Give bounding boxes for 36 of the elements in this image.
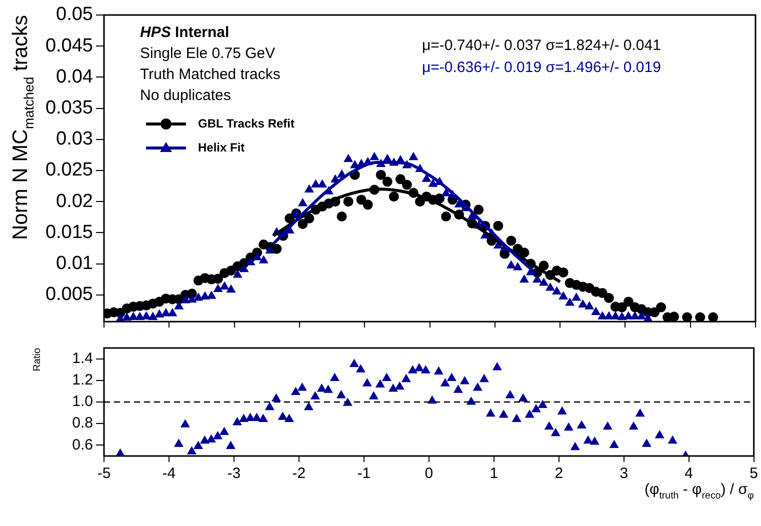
- x-tick-label: -3: [227, 465, 241, 482]
- annotation: μ=-0.636+/- 0.019 σ=1.496+/- 0.019: [422, 59, 661, 76]
- y-tick-label: 0.6: [72, 436, 93, 454]
- y-tick-label: 0.8: [72, 414, 93, 432]
- x-tick-label: 5: [750, 465, 758, 482]
- y-tick-label: 0.02: [56, 190, 93, 212]
- annotation: Single Ele 0.75 GeV: [140, 45, 276, 62]
- x-tick-label: 0: [424, 465, 434, 482]
- y-tick-label: 1.4: [72, 350, 93, 367]
- x-tick-label: 3: [620, 465, 628, 482]
- y-tick-label: 0.035: [45, 98, 93, 119]
- x-tick-label: -4: [162, 465, 176, 482]
- annotation: μ=-0.740+/- 0.037 σ=1.824+/- 0.041: [422, 37, 661, 54]
- x-tick-label: 2: [554, 465, 564, 482]
- x-tick-label: 1: [490, 465, 498, 482]
- x-tick-label: -5: [97, 465, 111, 482]
- annotation: No duplicates: [140, 87, 231, 104]
- y-tick-label: 1.2: [72, 372, 93, 389]
- x-tick-label: -1: [357, 465, 371, 482]
- y-tick-label: 0.03: [56, 128, 93, 150]
- y-tick-label: 0.04: [56, 66, 94, 88]
- annotation: Truth Matched tracks: [140, 66, 280, 83]
- y-tick-label: 0.01: [56, 252, 93, 274]
- y-tick-label: 0.025: [45, 160, 93, 181]
- y-tick-label: 0.045: [45, 35, 93, 56]
- legend-label: Helix Fit: [198, 140, 245, 154]
- annotation: HPS Internal: [140, 24, 230, 41]
- y-tick-label: 0.005: [45, 284, 93, 306]
- y-axis-title: Ratio: [32, 348, 43, 372]
- y-tick-label: 1.0: [72, 393, 93, 410]
- y-axis-title: Norm N MCmatched tracks: [9, 15, 36, 240]
- x-tick-label: -2: [292, 465, 306, 482]
- legend-label: GBL Tracks Refit: [198, 116, 294, 130]
- x-tick-label: 4: [684, 465, 694, 482]
- y-tick-label: 0.05: [56, 4, 93, 26]
- y-tick-label: 0.015: [45, 222, 93, 243]
